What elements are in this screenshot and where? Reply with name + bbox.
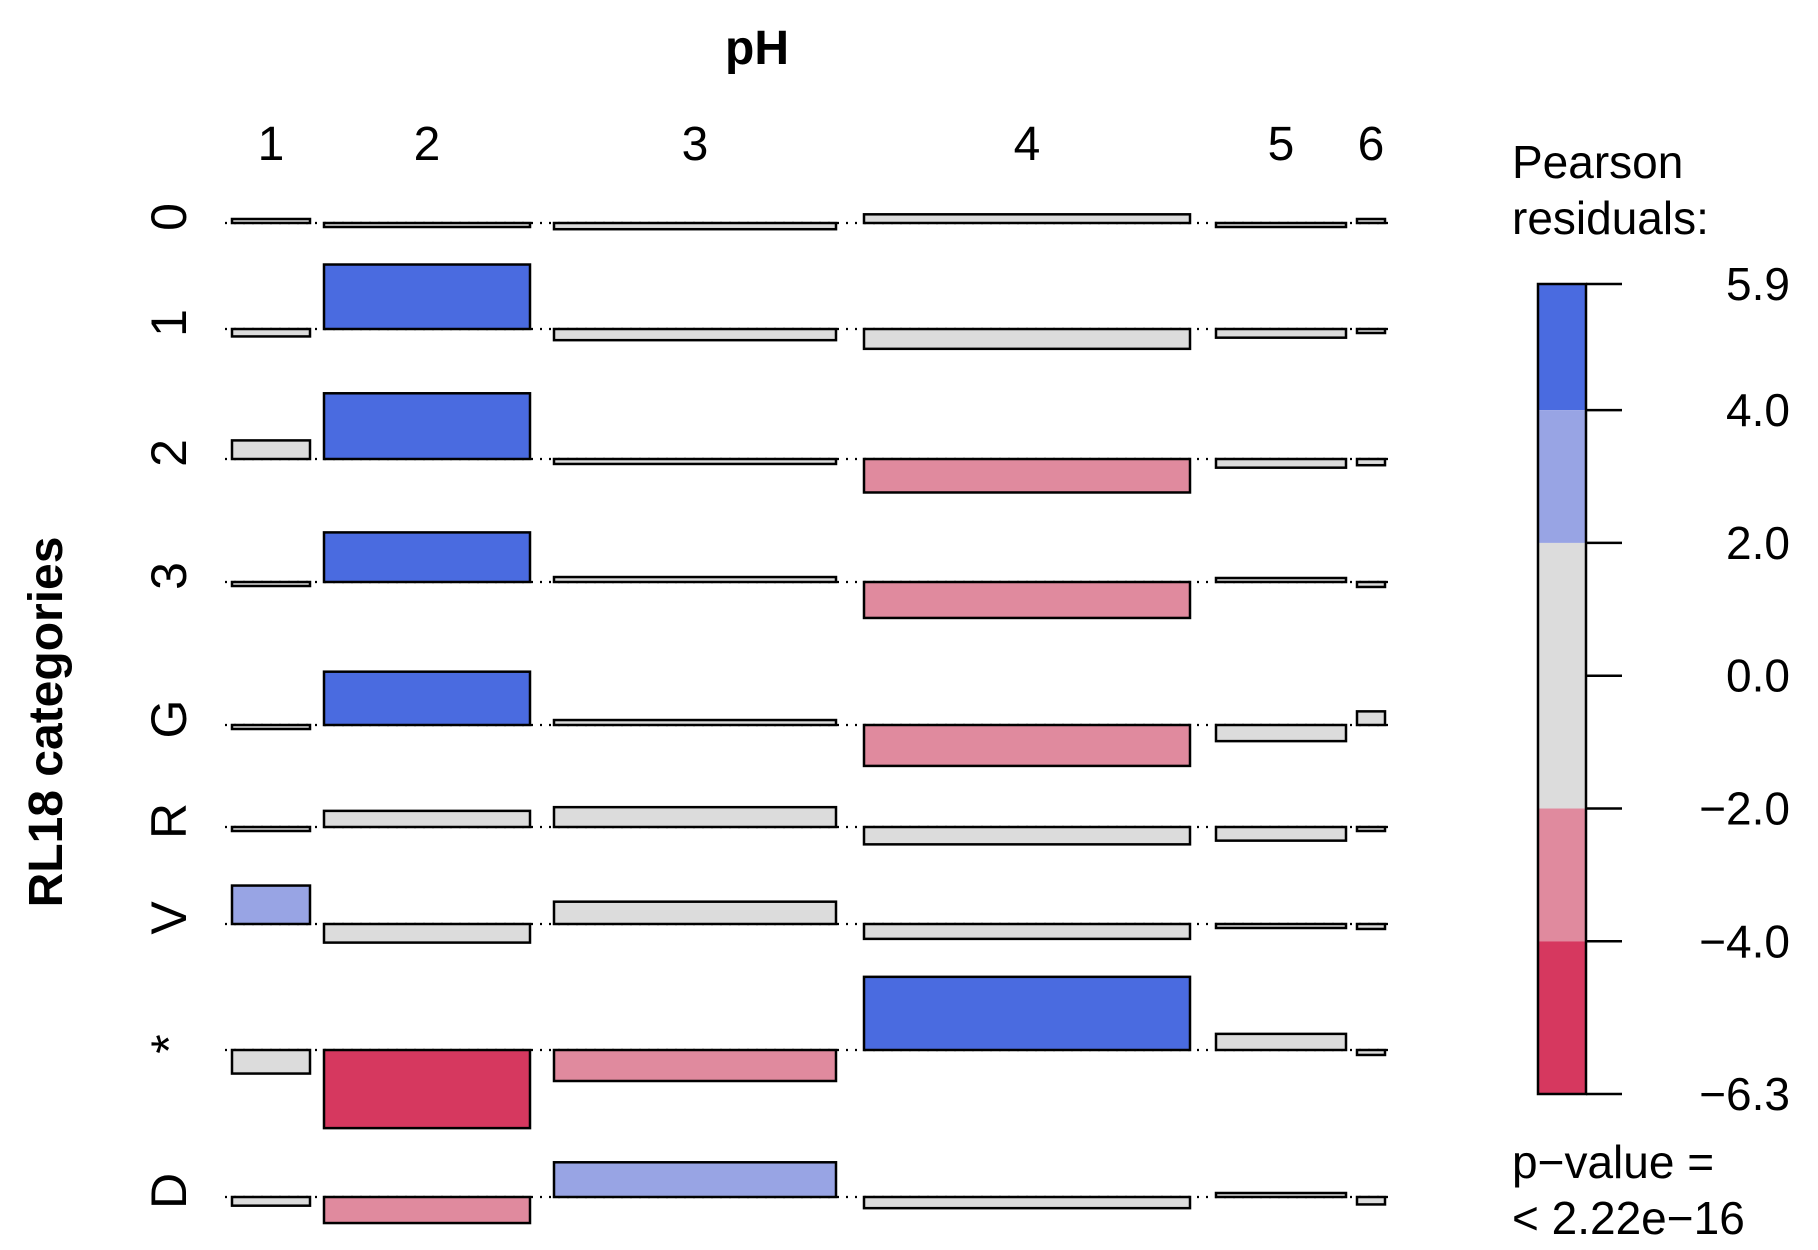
bar-star-1 — [230, 1048, 312, 1075]
x-axis-title: pH — [725, 22, 789, 75]
bar-1-6 — [1355, 327, 1387, 335]
bar-3-4 — [862, 580, 1192, 620]
bar-V-1 — [230, 884, 312, 926]
y-tick-label-1: 1 — [141, 309, 197, 337]
bar-R-3 — [552, 805, 838, 829]
bar-0-1 — [230, 217, 312, 225]
y-tick-label-V: V — [141, 901, 197, 935]
bar-3-6 — [1355, 580, 1387, 589]
legend-tick-label-4: −2.0 — [1699, 783, 1790, 835]
bar-D-4 — [862, 1195, 1192, 1210]
x-tick-label-2: 2 — [414, 118, 441, 171]
bar-1-2 — [322, 263, 532, 331]
x-tick-labels: 1 2 3 4 5 6 — [258, 118, 1385, 171]
bar-0-3 — [552, 221, 838, 231]
legend-tick-label-5: −4.0 — [1699, 915, 1790, 967]
bar-3-2 — [322, 531, 532, 584]
x-tick-label-1: 1 — [258, 118, 285, 171]
y-tick-label-R: R — [141, 803, 197, 839]
bar-G-4 — [862, 723, 1192, 768]
bar-star-5 — [1214, 1032, 1348, 1052]
bar-R-6 — [1355, 825, 1387, 833]
legend-ticks: 5.9 4.0 2.0 0.0 −2.0 −4.0 −6.3 — [1586, 258, 1790, 1120]
y-tick-label-star: * — [141, 1034, 197, 1053]
bar-V-5 — [1214, 922, 1348, 930]
bar-D-2 — [322, 1195, 532, 1225]
bar-G-3 — [552, 718, 838, 727]
bar-V-2 — [322, 922, 532, 944]
bar-2-1 — [230, 439, 312, 461]
legend-frame — [1536, 282, 1588, 1096]
bar-G-1 — [230, 723, 312, 731]
pvalue-line2: < 2.22e−16 — [1512, 1192, 1745, 1244]
bar-0-5 — [1214, 221, 1348, 229]
legend-bin-2 — [1538, 542, 1586, 809]
bar-D-6 — [1355, 1195, 1387, 1206]
legend-tick-label-3: 0.0 — [1726, 650, 1790, 702]
legend-bin-1 — [1538, 410, 1586, 543]
bar-1-3 — [552, 327, 838, 342]
y-tick-label-0: 0 — [141, 203, 197, 231]
bar-R-5 — [1214, 825, 1348, 842]
y-tick-labels: 0 1 2 3 G R V * D — [141, 203, 197, 1209]
x-tick-label-3: 3 — [682, 118, 709, 171]
y-tick-label-G: G — [141, 700, 197, 739]
bar-0-2 — [322, 221, 532, 229]
bar-V-3 — [552, 900, 838, 926]
bar-R-4 — [862, 825, 1192, 846]
legend-tick-label-1: 4.0 — [1726, 384, 1790, 436]
bar-G-6 — [1355, 710, 1387, 727]
y-tick-label-2: 2 — [141, 439, 197, 467]
x-tick-label-5: 5 — [1268, 118, 1295, 171]
legend-bin-4 — [1538, 941, 1586, 1094]
bar-1-5 — [1214, 327, 1348, 339]
bar-3-5 — [1214, 576, 1348, 584]
bar-2-3 — [552, 457, 838, 466]
bar-star-2 — [322, 1048, 532, 1130]
bar-0-4 — [862, 213, 1192, 225]
bar-D-5 — [1214, 1191, 1348, 1199]
bar-R-2 — [322, 809, 532, 829]
bar-2-5 — [1214, 457, 1348, 469]
x-tick-label-6: 6 — [1358, 118, 1385, 171]
bar-2-2 — [322, 392, 532, 461]
bar-1-1 — [230, 327, 312, 338]
residual-bars — [230, 213, 1387, 1225]
legend-title-line2: residuals: — [1512, 192, 1709, 244]
legend: Pearson residuals: 5.9 4.0 2.0 0.0 −2.0 −4.0 −… — [1512, 136, 1790, 1244]
bar-3-3 — [552, 575, 838, 584]
bar-R-1 — [230, 825, 312, 833]
bar-D-1 — [230, 1195, 312, 1207]
bar-1-4 — [862, 327, 1192, 351]
bar-star-6 — [1355, 1048, 1387, 1057]
bar-G-5 — [1214, 723, 1348, 743]
legend-bin-3 — [1538, 808, 1586, 942]
legend-tick-label-2: 2.0 — [1726, 517, 1790, 569]
legend-tick-label-0: 5.9 — [1726, 258, 1790, 310]
legend-tick-label-6: −6.3 — [1699, 1068, 1790, 1120]
y-tick-label-D: D — [141, 1173, 197, 1209]
legend-title-line1: Pearson — [1512, 136, 1683, 188]
bar-star-4 — [862, 975, 1192, 1052]
bar-2-6 — [1355, 457, 1387, 467]
bar-V-6 — [1355, 922, 1387, 931]
bar-3-1 — [230, 580, 312, 588]
bar-D-3 — [552, 1161, 838, 1199]
bar-star-3 — [552, 1048, 838, 1083]
y-axis-title: RL18 categories — [20, 537, 73, 908]
legend-color-bins — [1536, 282, 1588, 1096]
bar-2-4 — [862, 457, 1192, 494]
y-tick-label-3: 3 — [141, 562, 197, 590]
x-tick-label-4: 4 — [1014, 118, 1041, 171]
bar-V-4 — [862, 922, 1192, 941]
bar-G-2 — [322, 670, 532, 727]
pvalue-line1: p−value = — [1512, 1136, 1714, 1188]
bar-0-6 — [1355, 217, 1387, 225]
legend-bin-0 — [1538, 284, 1586, 411]
